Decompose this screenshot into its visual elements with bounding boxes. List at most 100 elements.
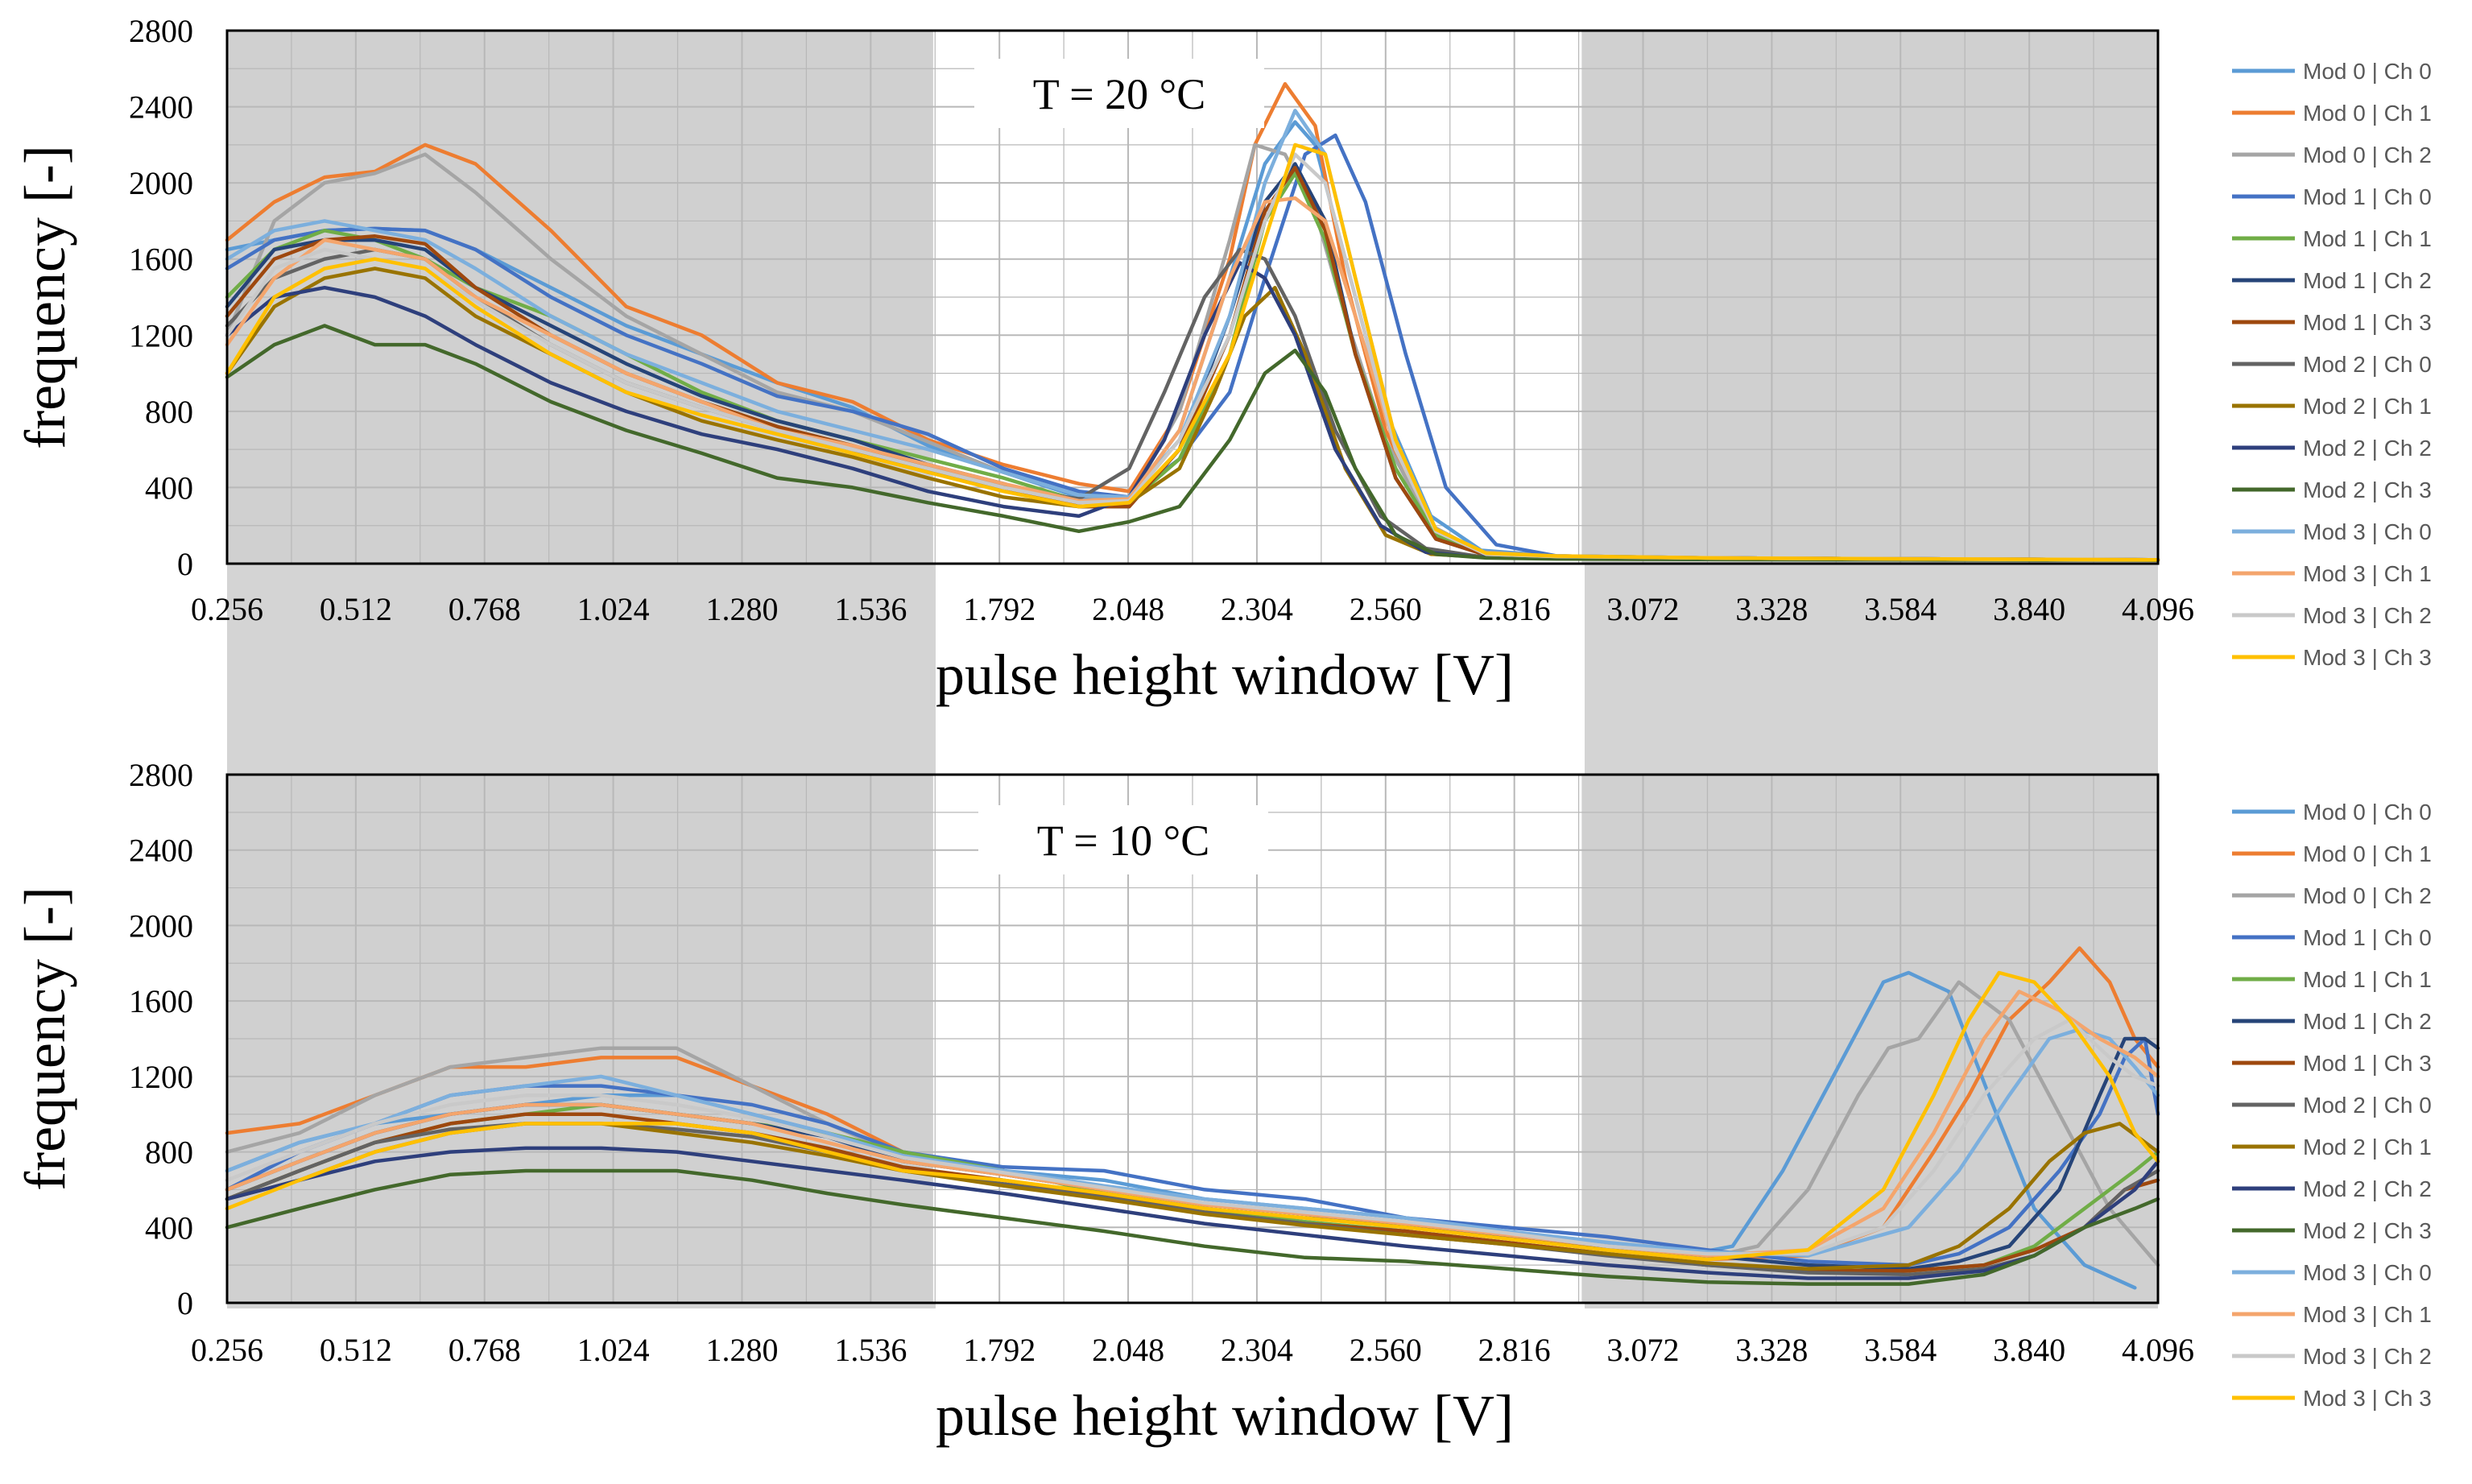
chart-title: T = 10 °C	[1037, 816, 1210, 865]
plot-frame	[225, 773, 2160, 1304]
legend-entry: Mod 1 | Ch 1	[2303, 226, 2432, 251]
x-tick-label: 1.280	[705, 1332, 778, 1368]
legend-entry: Mod 1 | Ch 2	[2303, 268, 2432, 293]
x-tick-label: 2.560	[1350, 591, 1422, 627]
legend-entry: Mod 0 | Ch 2	[2303, 143, 2432, 167]
series-line-mod-3-ch-3	[225, 143, 2160, 562]
legend-entry: Mod 2 | Ch 3	[2303, 1218, 2432, 1243]
x-tick-label: 1.792	[963, 1332, 1036, 1368]
x-tick-label: 0.768	[449, 1332, 521, 1368]
legend-entry: Mod 0 | Ch 1	[2303, 101, 2432, 126]
y-tick-label: 800	[145, 394, 193, 430]
x-tick-label: 0.512	[320, 1332, 392, 1368]
x-tick-label: 2.816	[1478, 1332, 1551, 1368]
x-tick-label: 3.584	[1864, 591, 1937, 627]
legend-entry: Mod 1 | Ch 0	[2303, 184, 2432, 209]
legend-entry: Mod 1 | Ch 0	[2303, 925, 2432, 950]
y-tick-label: 1200	[129, 317, 193, 353]
x-tick-label: 1.024	[577, 1332, 650, 1368]
y-tick-label: 2800	[129, 757, 193, 793]
legend-entry: Mod 0 | Ch 2	[2303, 883, 2432, 908]
legend-entry: Mod 3 | Ch 1	[2303, 1302, 2432, 1327]
x-tick-label: 1.024	[577, 591, 650, 627]
x-tick-label: 1.280	[705, 591, 778, 627]
y-tick-label: 0	[177, 1285, 193, 1321]
y-tick-label: 800	[145, 1135, 193, 1171]
legend-entry: Mod 0 | Ch 0	[2303, 59, 2432, 84]
x-tick-label: 2.304	[1221, 1332, 1293, 1368]
y-tick-label: 400	[145, 469, 193, 506]
x-tick-label: 0.256	[191, 591, 263, 627]
x-tick-label: 3.328	[1735, 591, 1808, 627]
x-tick-label: 1.536	[834, 591, 907, 627]
series-line-mod-3-ch-2	[225, 1018, 2160, 1256]
x-tick-label: 3.328	[1735, 1332, 1808, 1368]
y-tick-label: 400	[145, 1209, 193, 1246]
legend-entry: Mod 3 | Ch 3	[2303, 645, 2432, 670]
series-line-mod-2-ch-3	[225, 1168, 2160, 1286]
x-tick-label: 3.072	[1607, 591, 1680, 627]
x-tick-label: 2.304	[1221, 591, 1293, 627]
legend-entry: Mod 3 | Ch 0	[2303, 1260, 2432, 1285]
legend-entry: Mod 3 | Ch 2	[2303, 1344, 2432, 1369]
y-axis-title: frequency [-]	[13, 887, 77, 1191]
legend-entry: Mod 3 | Ch 3	[2303, 1386, 2432, 1411]
legend-entry: Mod 1 | Ch 3	[2303, 1051, 2432, 1076]
series-line-mod-3-ch-0	[225, 1027, 2160, 1258]
y-tick-label: 1600	[129, 983, 193, 1019]
legend-entry: Mod 1 | Ch 2	[2303, 1009, 2432, 1034]
x-tick-label: 2.048	[1092, 591, 1164, 627]
x-tick-label: 0.512	[320, 591, 392, 627]
legend-entry: Mod 2 | Ch 0	[2303, 1093, 2432, 1118]
legend-entry: Mod 2 | Ch 3	[2303, 477, 2432, 502]
legend-entry: Mod 2 | Ch 2	[2303, 1176, 2432, 1201]
y-tick-label: 0	[177, 546, 193, 582]
y-axis-title: frequency [-]	[13, 145, 77, 449]
legend-entry: Mod 3 | Ch 1	[2303, 561, 2432, 586]
y-tick-label: 2000	[129, 907, 193, 944]
x-tick-label: 0.768	[449, 591, 521, 627]
x-tick-label: 3.584	[1864, 1332, 1937, 1368]
x-tick-label: 2.816	[1478, 591, 1551, 627]
plot-frame	[225, 29, 2160, 565]
series-line-mod-2-ch-3	[225, 324, 2160, 562]
legend-entry: Mod 0 | Ch 0	[2303, 800, 2432, 825]
legend-entry: Mod 2 | Ch 1	[2303, 394, 2432, 419]
x-tick-label: 0.256	[191, 1332, 263, 1368]
legend-entry: Mod 2 | Ch 1	[2303, 1135, 2432, 1160]
x-tick-label: 2.048	[1092, 1332, 1164, 1368]
legend-entry: Mod 2 | Ch 2	[2303, 436, 2432, 461]
x-tick-label: 4.096	[2122, 1332, 2194, 1368]
x-axis-title: pulse height window [V]	[936, 643, 1514, 707]
legend-entry: Mod 3 | Ch 0	[2303, 519, 2432, 544]
x-tick-label: 3.072	[1607, 1332, 1680, 1368]
y-tick-label: 2400	[129, 89, 193, 126]
chart-bottom: T = 10 °C 0.256 0.512 0.768 1.024 1.280 1.536 1…	[13, 757, 2432, 1448]
x-axis-title: pulse height window [V]	[936, 1383, 1514, 1448]
series-line-mod-1-ch-0	[225, 133, 2160, 562]
legend-entry: Mod 1 | Ch 1	[2303, 967, 2432, 992]
series-line-mod-2-ch-2	[225, 1146, 2160, 1280]
y-tick-label: 2400	[129, 833, 193, 869]
chart-title: T = 20 °C	[1033, 70, 1206, 118]
x-tick-label: 4.096	[2122, 591, 2194, 627]
chart-top: T = 20 °C 0.256 0.512 0.768 1.024 1.280 1.536 1…	[13, 13, 2432, 707]
y-tick-label: 1200	[129, 1059, 193, 1095]
x-tick-label: 3.840	[1993, 591, 2065, 627]
x-tick-label: 1.792	[963, 591, 1036, 627]
series-line-mod-3-ch-1	[225, 990, 2160, 1258]
series-line-mod-1-ch-0	[225, 1036, 2160, 1267]
x-tick-label: 1.536	[834, 1332, 907, 1368]
title-box	[974, 59, 1264, 128]
legend-entry: Mod 0 | Ch 1	[2303, 841, 2432, 866]
legend-entry: Mod 2 | Ch 0	[2303, 352, 2432, 377]
y-tick-label: 2800	[129, 13, 193, 49]
legend-entry: Mod 1 | Ch 3	[2303, 310, 2432, 335]
y-tick-label: 2000	[129, 165, 193, 201]
series-line-mod-3-ch-3	[225, 970, 2160, 1262]
x-tick-label: 2.560	[1350, 1332, 1422, 1368]
x-tick-label: 3.840	[1993, 1332, 2065, 1368]
legend-entry: Mod 3 | Ch 2	[2303, 603, 2432, 628]
y-tick-label: 1600	[129, 242, 193, 278]
